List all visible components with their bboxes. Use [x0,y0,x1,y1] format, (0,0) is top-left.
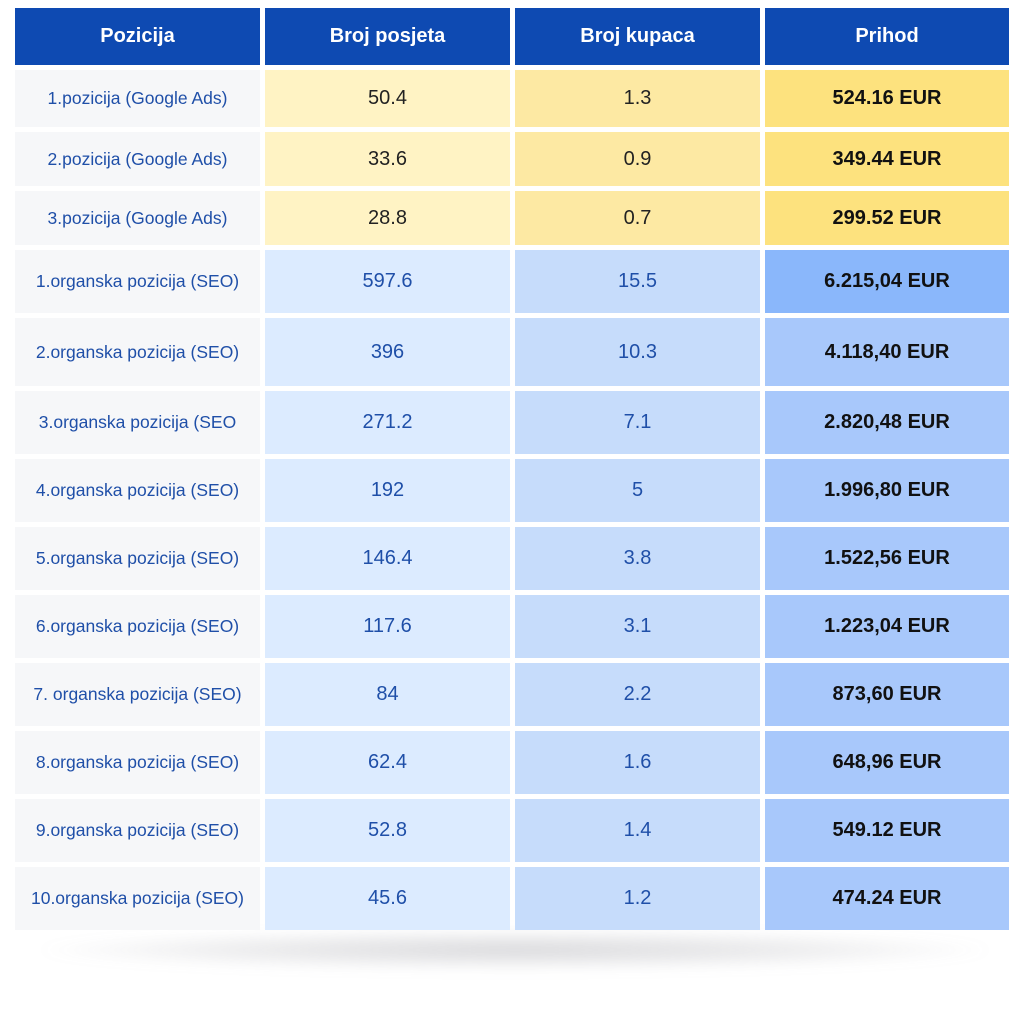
position-cell: 3.organska pozicija (SEO [15,391,260,454]
position-cell: 3.pozicija (Google Ads) [15,191,260,245]
revenue-cell: 2.820,48 EUR [765,391,1009,454]
table-row: 3.pozicija (Google Ads) 28.8 0.7 299.52 EUR [15,191,1009,245]
buyers-cell: 0.7 [515,191,760,245]
revenue-cell: 1.996,80 EUR [765,459,1009,522]
revenue-cell: 299.52 EUR [765,191,1009,245]
buyers-cell: 1.2 [515,867,760,930]
header-position: Pozicija [15,8,260,65]
buyers-cell: 10.3 [515,318,760,386]
table-row: 3.organska pozicija (SEO 271.2 7.1 2.820,48… [15,391,1009,454]
revenue-cell: 648,96 EUR [765,731,1009,794]
table-row: 1.pozicija (Google Ads) 50.4 1.3 524.16 EUR [15,70,1009,127]
buyers-cell: 1.3 [515,70,760,127]
header-buyers: Broj kupaca [515,8,760,65]
position-cell: 5.organska pozicija (SEO) [15,527,260,590]
position-cell: 2.pozicija (Google Ads) [15,132,260,186]
buyers-cell: 0.9 [515,132,760,186]
header-visits: Broj posjeta [265,8,510,65]
table-row: 7. organska pozicija (SEO) 84 2.2 873,60 EU… [15,663,1009,726]
visits-cell: 117.6 [265,595,510,658]
buyers-cell: 3.8 [515,527,760,590]
revenue-cell: 1.223,04 EUR [765,595,1009,658]
revenue-cell: 524.16 EUR [765,70,1009,127]
visits-cell: 146.4 [265,527,510,590]
table-row: 6.organska pozicija (SEO) 117.6 3.1 1.223,0… [15,595,1009,658]
header-row: Pozicija Broj posjeta Broj kupaca Prihod [15,8,1009,65]
buyers-cell: 7.1 [515,391,760,454]
revenue-cell: 873,60 EUR [765,663,1009,726]
position-cell: 7. organska pozicija (SEO) [15,663,260,726]
revenue-cell: 4.118,40 EUR [765,318,1009,386]
revenue-cell: 1.522,56 EUR [765,527,1009,590]
table-row: 2.organska pozicija (SEO) 396 10.3 4.118,40… [15,318,1009,386]
position-cell: 1.organska pozicija (SEO) [15,250,260,313]
visits-cell: 33.6 [265,132,510,186]
position-cell: 10.organska pozicija (SEO) [15,867,260,930]
table-shadow [40,930,990,970]
position-cell: 1.pozicija (Google Ads) [15,70,260,127]
visits-cell: 50.4 [265,70,510,127]
table-row: 5.organska pozicija (SEO) 146.4 3.8 1.522,5… [15,527,1009,590]
position-cell: 9.organska pozicija (SEO) [15,799,260,862]
buyers-cell: 3.1 [515,595,760,658]
visits-cell: 271.2 [265,391,510,454]
visits-cell: 52.8 [265,799,510,862]
visits-cell: 28.8 [265,191,510,245]
table-row: 9.organska pozicija (SEO) 52.8 1.4 549.12 E… [15,799,1009,862]
visits-cell: 396 [265,318,510,386]
table-row: 1.organska pozicija (SEO) 597.6 15.5 6.215,… [15,250,1009,313]
table-row: 10.organska pozicija (SEO) 45.6 1.2 474.24 … [15,867,1009,930]
buyers-cell: 5 [515,459,760,522]
table-body: 1.pozicija (Google Ads) 50.4 1.3 524.16 EUR… [15,70,1009,930]
revenue-cell: 349.44 EUR [765,132,1009,186]
position-cell: 8.organska pozicija (SEO) [15,731,260,794]
revenue-cell: 6.215,04 EUR [765,250,1009,313]
buyers-cell: 1.6 [515,731,760,794]
visits-cell: 45.6 [265,867,510,930]
table-row: 2.pozicija (Google Ads) 33.6 0.9 349.44 EUR [15,132,1009,186]
revenue-cell: 474.24 EUR [765,867,1009,930]
buyers-cell: 15.5 [515,250,760,313]
revenue-cell: 549.12 EUR [765,799,1009,862]
table-row: 8.organska pozicija (SEO) 62.4 1.6 648,96 E… [15,731,1009,794]
buyers-cell: 1.4 [515,799,760,862]
visits-cell: 192 [265,459,510,522]
visits-cell: 84 [265,663,510,726]
position-cell: 6.organska pozicija (SEO) [15,595,260,658]
position-cell: 2.organska pozicija (SEO) [15,318,260,386]
visits-cell: 62.4 [265,731,510,794]
visits-cell: 597.6 [265,250,510,313]
table-row: 4.organska pozicija (SEO) 192 5 1.996,80 EU… [15,459,1009,522]
header-revenue: Prihod [765,8,1009,65]
position-cell: 4.organska pozicija (SEO) [15,459,260,522]
comparison-table: Pozicija Broj posjeta Broj kupaca Prihod… [15,8,1009,935]
buyers-cell: 2.2 [515,663,760,726]
